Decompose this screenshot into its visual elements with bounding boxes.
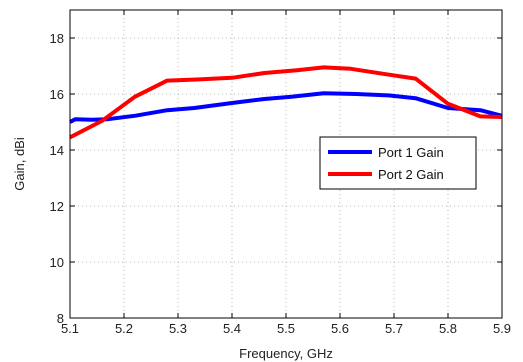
x-tick-label: 5.2 xyxy=(115,321,133,336)
x-tick-label: 5.9 xyxy=(493,321,511,336)
x-tick-label: 5.8 xyxy=(439,321,457,336)
y-tick-label: 16 xyxy=(50,87,64,102)
legend-label-2: Port 2 Gain xyxy=(378,167,444,182)
y-tick-label: 8 xyxy=(57,311,64,326)
legend-label-1: Port 1 Gain xyxy=(378,145,444,160)
y-tick-labels: 8 10 12 14 16 18 xyxy=(50,31,64,326)
y-axis-label: Gain, dBi xyxy=(12,137,27,191)
series-line-2 xyxy=(69,65,503,140)
y-tick-label: 10 xyxy=(50,255,64,270)
data-series xyxy=(69,65,503,140)
axis-ticks xyxy=(69,10,503,319)
x-tick-labels: 5.1 5.2 5.3 5.4 5.5 5.6 5.7 5.8 5.9 xyxy=(61,321,511,336)
y-tick-label: 18 xyxy=(50,31,64,46)
x-tick-label: 5.6 xyxy=(331,321,349,336)
x-tick-label: 5.4 xyxy=(223,321,241,336)
x-axis-label: Frequency, GHz xyxy=(239,346,333,361)
legend-box xyxy=(319,136,477,190)
x-tick-label: 5.5 xyxy=(277,321,295,336)
x-tick-label: 5.7 xyxy=(385,321,403,336)
y-tick-label: 14 xyxy=(50,143,64,158)
x-tick-label: 5.1 xyxy=(61,321,79,336)
legend: Port 1 Gain Port 2 Gain xyxy=(319,136,477,190)
x-tick-label: 5.3 xyxy=(169,321,187,336)
y-tick-label: 12 xyxy=(50,199,64,214)
